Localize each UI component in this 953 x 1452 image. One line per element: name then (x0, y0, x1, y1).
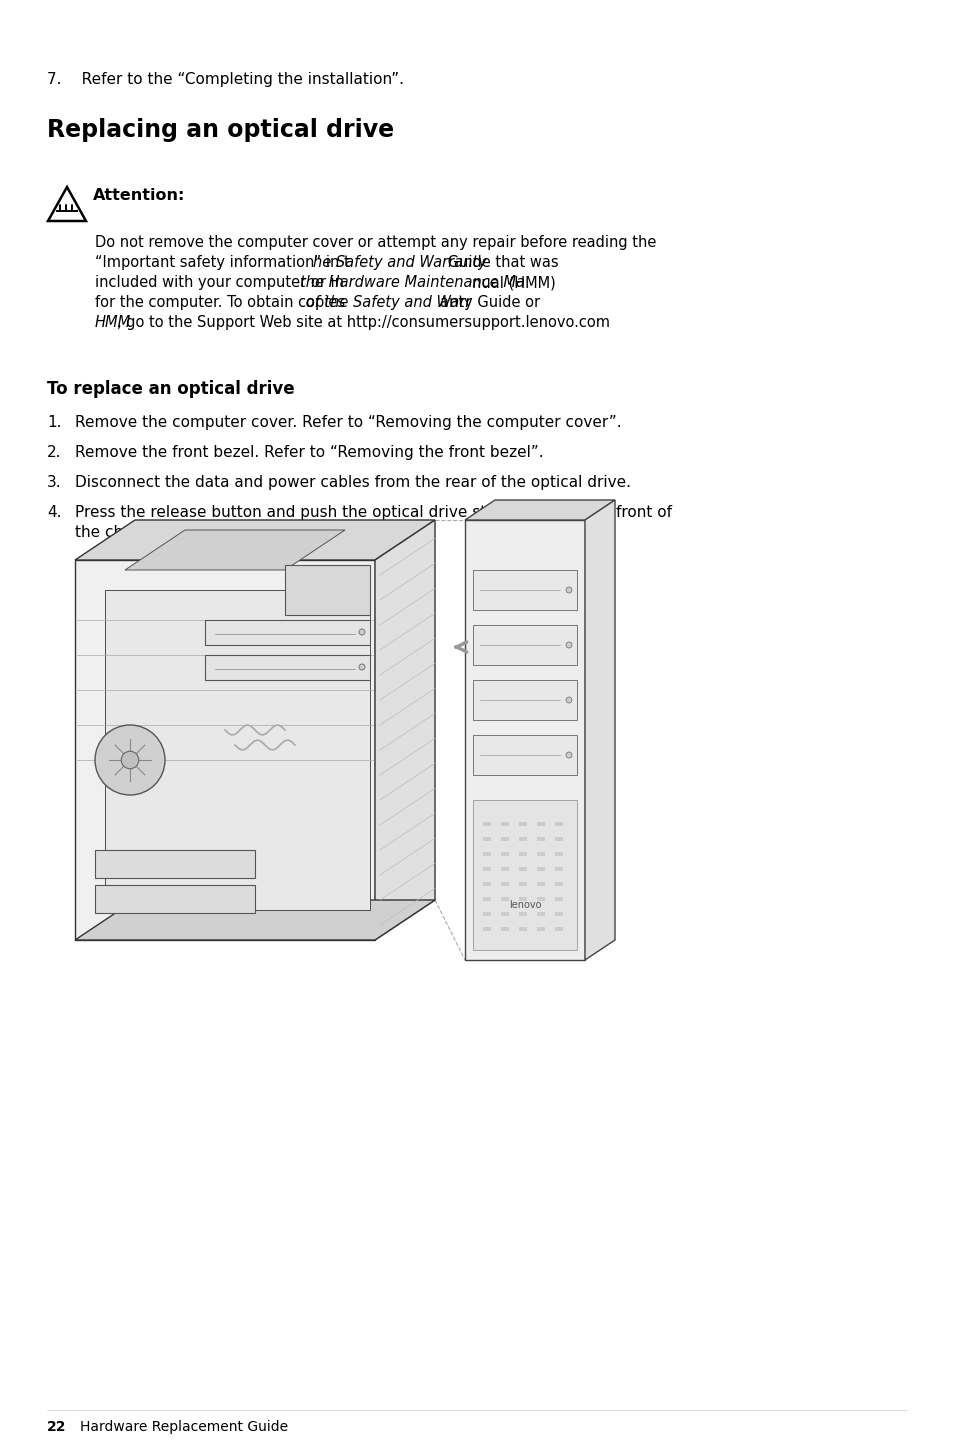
Bar (482, 897, 491, 902)
Text: HMM: HMM (95, 315, 132, 330)
Polygon shape (105, 590, 370, 910)
Circle shape (565, 752, 572, 758)
Bar (518, 926, 526, 931)
Polygon shape (464, 520, 584, 960)
Bar (537, 822, 544, 826)
Polygon shape (75, 560, 375, 939)
Polygon shape (125, 530, 345, 571)
Bar (482, 926, 491, 931)
Bar (500, 852, 509, 857)
Bar (555, 867, 562, 871)
Text: included with your computer or in: included with your computer or in (95, 274, 348, 290)
Polygon shape (375, 520, 435, 939)
Bar (518, 836, 526, 841)
Bar (537, 836, 544, 841)
Bar (518, 867, 526, 871)
Circle shape (121, 751, 138, 768)
Polygon shape (205, 620, 370, 645)
Polygon shape (584, 499, 615, 960)
Bar (500, 822, 509, 826)
Bar (518, 822, 526, 826)
Polygon shape (473, 624, 577, 665)
Bar (555, 897, 562, 902)
Bar (500, 926, 509, 931)
Text: Attention:: Attention: (92, 187, 185, 203)
Bar (555, 822, 562, 826)
Bar (555, 836, 562, 841)
Bar (518, 881, 526, 886)
Bar (518, 852, 526, 857)
Text: nual (HMM): nual (HMM) (472, 274, 556, 290)
Bar (500, 897, 509, 902)
Bar (482, 881, 491, 886)
Bar (537, 867, 544, 871)
Bar (500, 881, 509, 886)
Polygon shape (473, 680, 577, 720)
Text: 1.: 1. (47, 415, 61, 430)
Circle shape (358, 629, 365, 635)
Text: 2.: 2. (47, 444, 61, 460)
Circle shape (358, 664, 365, 669)
Text: he Safety and Warranty: he Safety and Warranty (313, 256, 486, 270)
Text: Replacing an optical drive: Replacing an optical drive (47, 118, 394, 142)
Bar (555, 926, 562, 931)
Bar (537, 897, 544, 902)
Text: 3.: 3. (47, 475, 62, 489)
Bar (500, 836, 509, 841)
Polygon shape (95, 849, 254, 878)
Bar (537, 926, 544, 931)
Polygon shape (473, 571, 577, 610)
Text: of the Safety and Warr: of the Safety and Warr (301, 295, 471, 309)
Polygon shape (464, 499, 615, 520)
Bar (555, 881, 562, 886)
Polygon shape (75, 520, 435, 560)
Text: Press the release button and push the optical drive straight out of the front of: Press the release button and push the op… (75, 505, 671, 520)
Text: Remove the front bezel. Refer to “Removing the front bezel”.: Remove the front bezel. Refer to “Removi… (75, 444, 543, 460)
Text: 7.  Refer to the “Completing the installation”.: 7. Refer to the “Completing the installa… (47, 73, 403, 87)
Circle shape (565, 587, 572, 592)
Bar (482, 867, 491, 871)
Bar (537, 852, 544, 857)
Bar (482, 912, 491, 916)
Polygon shape (473, 735, 577, 775)
Text: , go to the Support Web site at http://consumersupport.lenovo.com: , go to the Support Web site at http://c… (117, 315, 609, 330)
Bar (518, 897, 526, 902)
Text: anty Guide or: anty Guide or (439, 295, 539, 309)
Bar (537, 881, 544, 886)
Bar (555, 912, 562, 916)
Polygon shape (473, 800, 577, 950)
Bar (500, 867, 509, 871)
Text: 22: 22 (47, 1420, 67, 1435)
Bar (518, 912, 526, 916)
Text: “Important safety information” in t: “Important safety information” in t (95, 256, 350, 270)
Text: Guide that was: Guide that was (442, 256, 558, 270)
Polygon shape (205, 655, 370, 680)
Text: the Hardware Maintenance Ma: the Hardware Maintenance Ma (299, 274, 524, 290)
Bar (482, 836, 491, 841)
Text: Remove the computer cover. Refer to “Removing the computer cover”.: Remove the computer cover. Refer to “Rem… (75, 415, 621, 430)
Polygon shape (285, 565, 370, 616)
Text: 4.: 4. (47, 505, 61, 520)
Text: for the computer. To obtain copies: for the computer. To obtain copies (95, 295, 345, 309)
Bar (500, 912, 509, 916)
Circle shape (95, 725, 165, 796)
Text: the chassis.: the chassis. (75, 526, 166, 540)
Circle shape (565, 697, 572, 703)
Bar (555, 852, 562, 857)
Text: To replace an optical drive: To replace an optical drive (47, 380, 294, 398)
Bar (482, 822, 491, 826)
Circle shape (565, 642, 572, 648)
Polygon shape (75, 900, 435, 939)
Text: Hardware Replacement Guide: Hardware Replacement Guide (80, 1420, 288, 1435)
Bar (482, 852, 491, 857)
Text: Disconnect the data and power cables from the rear of the optical drive.: Disconnect the data and power cables fro… (75, 475, 630, 489)
Text: lenovo: lenovo (508, 900, 540, 910)
Polygon shape (95, 886, 254, 913)
Text: Do not remove the computer cover or attempt any repair before reading the: Do not remove the computer cover or atte… (95, 235, 656, 250)
Bar (537, 912, 544, 916)
